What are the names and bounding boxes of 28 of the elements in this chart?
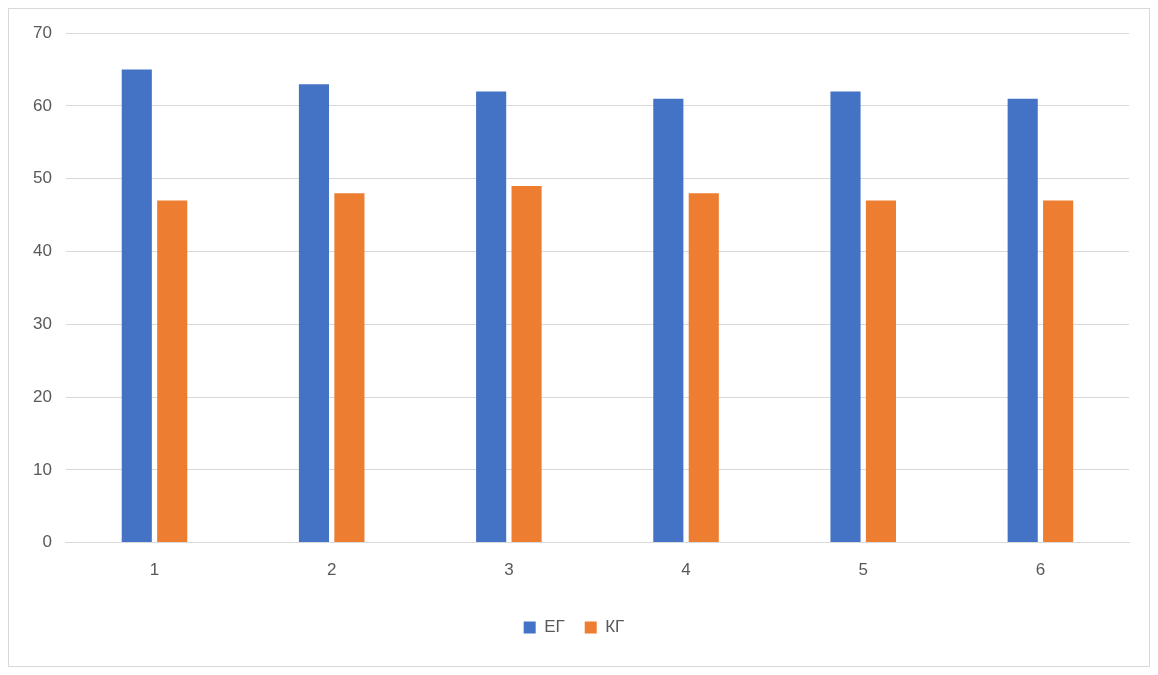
bar [653, 98, 684, 543]
bar [1043, 200, 1074, 543]
bar [476, 91, 507, 543]
bar [157, 200, 188, 543]
y-tick-label: 50 [32, 168, 52, 188]
y-tick-label: 60 [32, 95, 52, 115]
bar [830, 91, 861, 543]
bar [121, 69, 152, 543]
bar [1007, 98, 1038, 543]
legend-label: ЕГ [544, 617, 565, 637]
y-tick-label: 0 [42, 532, 52, 552]
y-tick-label: 10 [32, 459, 52, 479]
y-tick-label: 40 [32, 241, 52, 261]
y-tick-label: 70 [32, 22, 52, 42]
y-tick-label: 20 [32, 386, 52, 406]
x-tick-label: 5 [858, 560, 868, 580]
bar [688, 193, 719, 543]
bar [334, 193, 365, 543]
x-tick-label: 1 [149, 560, 160, 580]
x-tick-label: 2 [326, 560, 337, 580]
bar [298, 84, 330, 543]
x-tick-label: 3 [504, 560, 514, 580]
y-tick-label: 30 [32, 313, 52, 333]
legend-label: КГ [605, 617, 625, 637]
bar [511, 186, 542, 543]
x-tick-label: 6 [1035, 560, 1046, 580]
bar [865, 200, 897, 543]
x-tick-label: 4 [681, 560, 691, 580]
